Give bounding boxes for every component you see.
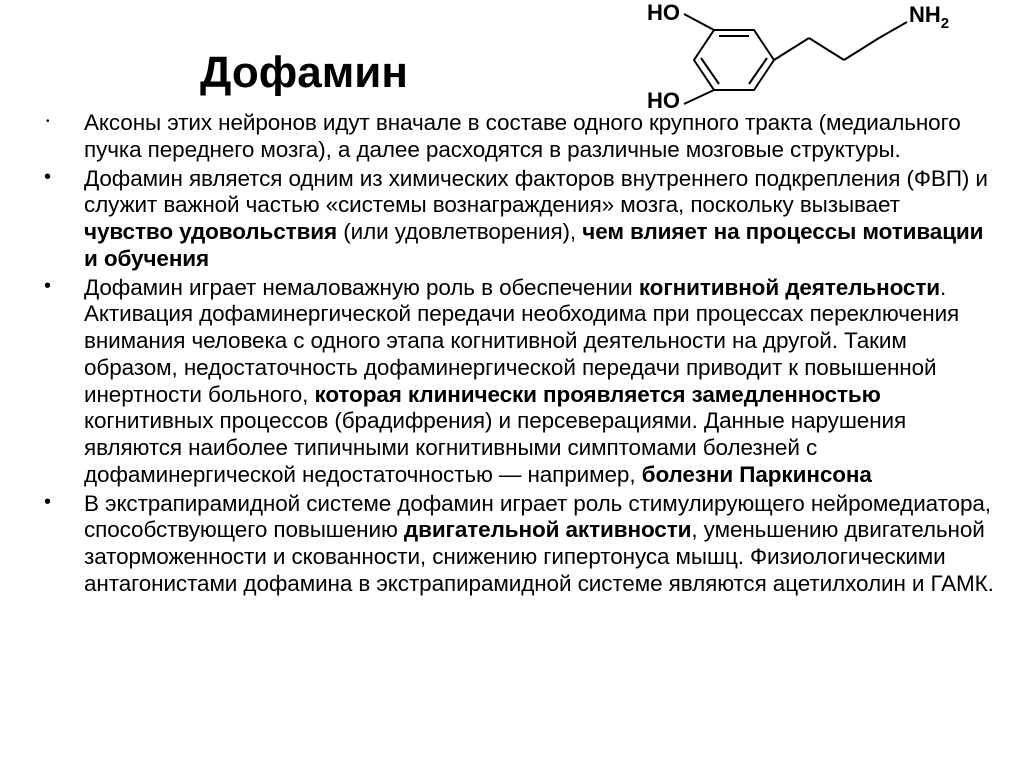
list-item: Дофамин является одним из химических фак…: [30, 166, 994, 273]
list-item: Аксоны этих нейронов идут вначале в сост…: [30, 110, 994, 164]
list-item: Дофамин играет немаловажную роль в обесп…: [30, 275, 994, 489]
body-text: Дофамин является одним из химических фак…: [84, 166, 988, 218]
molecule-label-ho2: HO: [647, 88, 680, 110]
body-text: (или удовлетворения),: [337, 219, 582, 244]
bold-text: двигательной активности: [404, 517, 691, 542]
body-text: Дофамин играет немаловажную роль в обесп…: [84, 275, 639, 300]
bold-text: чувство удовольствия: [84, 219, 337, 244]
molecule-label-nh2: NH2: [909, 2, 949, 32]
body-text: Аксоны этих нейронов идут вначале в сост…: [84, 110, 961, 162]
dopamine-structure-diagram: HO HO NH2: [599, 0, 969, 110]
bold-text: когнитивной деятельности: [639, 275, 940, 300]
bold-text: которая клинически проявляется замедленн…: [314, 382, 880, 407]
molecule-label-ho1: HO: [647, 0, 680, 25]
list-item: В экстрапирамидной системе дофамин играе…: [30, 491, 994, 598]
bold-text: болезни Паркинсона: [642, 462, 872, 487]
page-title: Дофамин: [200, 48, 408, 98]
bullet-list: Аксоны этих нейронов идут вначале в сост…: [30, 110, 994, 598]
